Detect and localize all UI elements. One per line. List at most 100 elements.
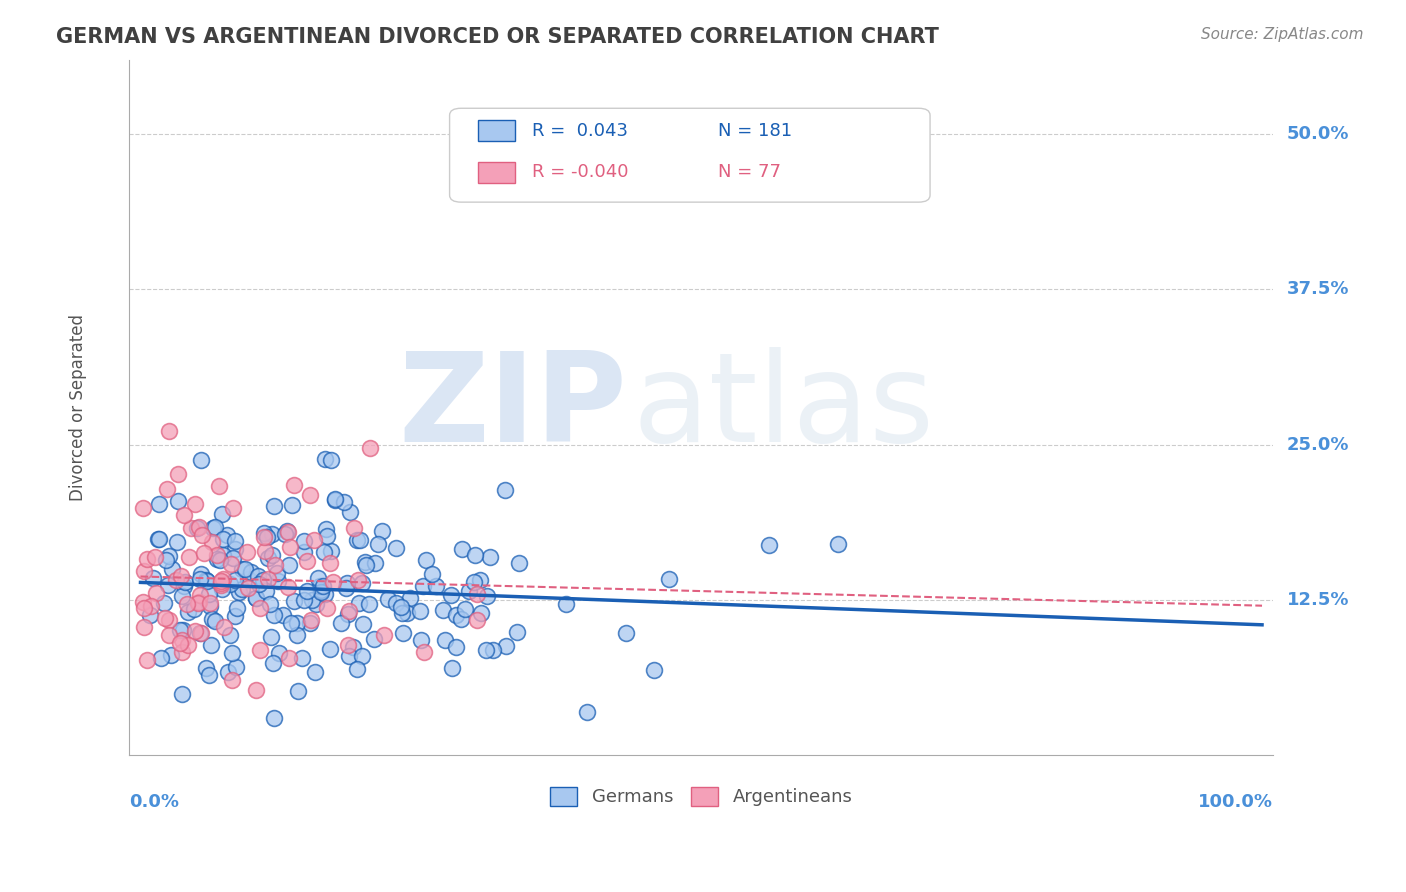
Text: N = 77: N = 77: [718, 163, 782, 181]
Point: [346, 533, 368, 547]
Point: [132, 565, 155, 579]
Point: [494, 483, 516, 498]
Text: ZIP: ZIP: [398, 347, 627, 467]
Point: [285, 615, 308, 630]
Point: [337, 649, 360, 664]
Point: [758, 538, 780, 552]
Point: [309, 585, 332, 599]
Text: 100.0%: 100.0%: [1198, 793, 1274, 811]
Point: [231, 582, 253, 596]
Point: [157, 424, 180, 438]
Point: [177, 638, 200, 652]
Point: [354, 558, 377, 572]
Point: [139, 607, 162, 622]
Point: [156, 482, 179, 496]
Point: [299, 615, 322, 630]
Point: [277, 525, 299, 540]
Point: [188, 626, 211, 640]
Point: [299, 488, 322, 502]
Point: [274, 527, 297, 541]
Point: [172, 623, 194, 637]
Point: [433, 632, 456, 647]
Point: [135, 552, 157, 566]
Point: [222, 551, 245, 566]
Point: [280, 615, 302, 630]
Point: [201, 535, 224, 549]
Point: [148, 533, 170, 547]
Point: [245, 682, 267, 697]
Point: [165, 573, 187, 587]
Point: [209, 574, 232, 588]
Point: [319, 452, 342, 467]
Point: [350, 576, 373, 591]
Point: [314, 544, 336, 558]
Point: [191, 528, 214, 542]
Point: [219, 577, 242, 591]
Point: [495, 640, 517, 654]
Point: [278, 651, 301, 665]
Point: [262, 656, 284, 670]
Point: [425, 579, 447, 593]
Point: [389, 599, 412, 614]
Point: [253, 525, 276, 540]
Point: [219, 557, 242, 571]
Point: [173, 508, 195, 522]
Text: 0.0%: 0.0%: [129, 793, 180, 811]
Point: [211, 582, 233, 596]
Point: [278, 540, 301, 554]
Point: [399, 591, 422, 605]
Point: [277, 580, 299, 594]
Point: [132, 595, 155, 609]
Point: [352, 648, 374, 663]
Text: 25.0%: 25.0%: [1286, 435, 1350, 453]
Point: [190, 626, 212, 640]
Point: [323, 492, 346, 507]
Point: [212, 572, 235, 586]
Point: [224, 541, 246, 556]
Point: [475, 643, 498, 657]
Point: [245, 591, 267, 606]
Point: [297, 554, 319, 568]
Point: [308, 579, 330, 593]
Point: [166, 535, 188, 549]
Text: atlas: atlas: [633, 347, 935, 467]
Point: [236, 581, 259, 595]
Point: [204, 614, 226, 628]
Point: [177, 605, 200, 619]
Point: [160, 562, 183, 576]
Point: [364, 556, 387, 570]
Point: [180, 521, 202, 535]
Point: [195, 574, 218, 589]
Point: [415, 553, 437, 567]
Point: [208, 479, 231, 493]
Point: [187, 520, 209, 534]
Point: [254, 544, 277, 558]
Point: [337, 638, 360, 652]
Point: [470, 573, 492, 587]
Point: [233, 562, 256, 576]
Point: [238, 572, 260, 586]
Point: [307, 571, 329, 585]
Point: [330, 615, 353, 630]
Point: [377, 591, 399, 606]
FancyBboxPatch shape: [450, 108, 929, 202]
Point: [253, 530, 276, 544]
Point: [139, 599, 162, 614]
Point: [276, 524, 298, 538]
Point: [219, 628, 242, 642]
Point: [291, 650, 314, 665]
Point: [257, 572, 280, 586]
Point: [316, 529, 339, 543]
Point: [153, 596, 176, 610]
FancyBboxPatch shape: [478, 120, 515, 141]
Point: [217, 528, 239, 542]
Point: [322, 575, 344, 590]
Point: [222, 500, 245, 515]
Point: [184, 624, 207, 638]
Point: [432, 603, 454, 617]
Point: [271, 608, 294, 623]
Point: [412, 579, 434, 593]
Point: [217, 665, 239, 679]
Point: [249, 601, 271, 615]
Point: [323, 491, 346, 506]
